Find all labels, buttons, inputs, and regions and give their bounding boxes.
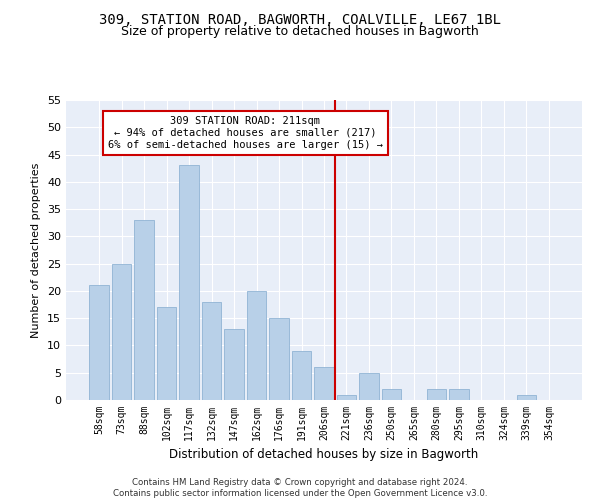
Bar — [337, 394, 356, 400]
Bar — [202, 302, 221, 400]
Bar — [112, 264, 131, 400]
Bar — [314, 368, 334, 400]
Y-axis label: Number of detached properties: Number of detached properties — [31, 162, 41, 338]
Bar — [269, 318, 289, 400]
Bar — [292, 351, 311, 400]
Bar — [427, 389, 446, 400]
Bar — [247, 291, 266, 400]
Text: 309, STATION ROAD, BAGWORTH, COALVILLE, LE67 1BL: 309, STATION ROAD, BAGWORTH, COALVILLE, … — [99, 12, 501, 26]
Bar — [89, 286, 109, 400]
Bar — [179, 166, 199, 400]
Bar — [359, 372, 379, 400]
Bar — [449, 389, 469, 400]
Bar — [157, 308, 176, 400]
Text: Size of property relative to detached houses in Bagworth: Size of property relative to detached ho… — [121, 25, 479, 38]
Bar — [382, 389, 401, 400]
Bar — [134, 220, 154, 400]
Text: 309 STATION ROAD: 211sqm
← 94% of detached houses are smaller (217)
6% of semi-d: 309 STATION ROAD: 211sqm ← 94% of detach… — [108, 116, 383, 150]
Bar — [224, 329, 244, 400]
Text: Contains HM Land Registry data © Crown copyright and database right 2024.
Contai: Contains HM Land Registry data © Crown c… — [113, 478, 487, 498]
Bar — [517, 394, 536, 400]
X-axis label: Distribution of detached houses by size in Bagworth: Distribution of detached houses by size … — [169, 448, 479, 462]
